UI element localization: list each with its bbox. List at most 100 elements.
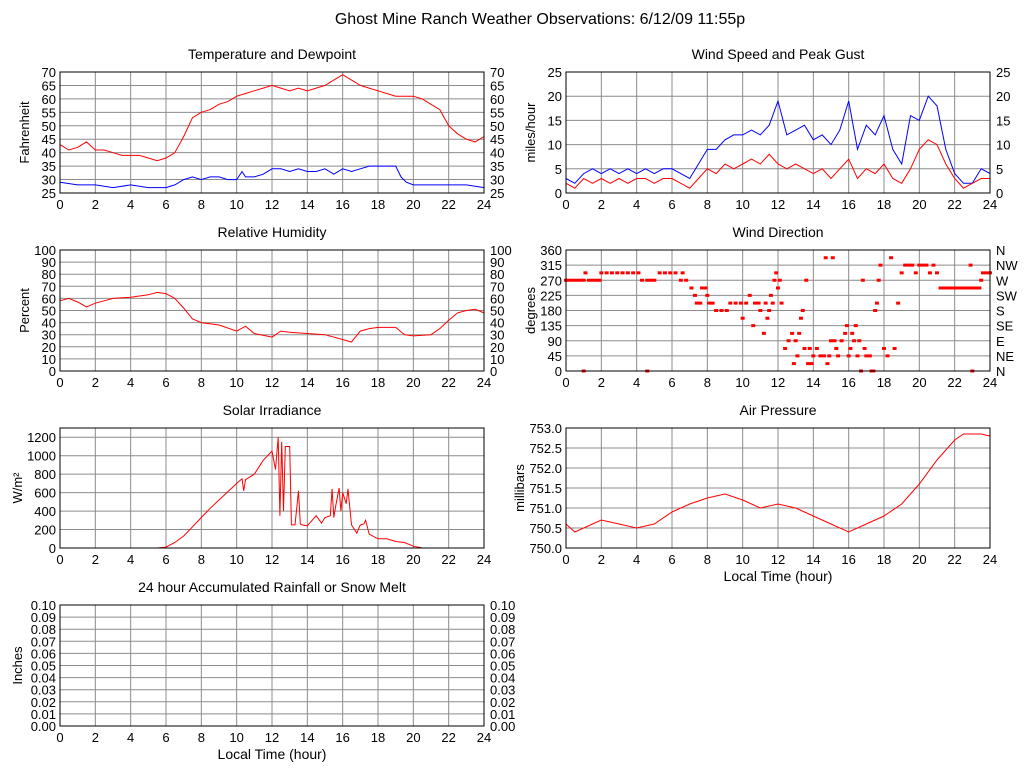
x-tick-label: 0 xyxy=(562,552,569,567)
y-axis-label: Inches xyxy=(10,646,25,685)
x-tick-label: 18 xyxy=(371,375,385,390)
wind-direction-point xyxy=(615,271,620,275)
x-tick-label: 22 xyxy=(441,375,455,390)
x-tick-label: 22 xyxy=(441,552,455,567)
right-tick-label: 90 xyxy=(490,255,504,270)
wind-direction-point xyxy=(765,316,770,320)
x-tick-label: 4 xyxy=(633,197,640,212)
right-tick-label: 70 xyxy=(490,65,504,80)
x-tick-label: 20 xyxy=(912,197,926,212)
x-tick-label: 14 xyxy=(300,730,314,745)
y-tick-label: 15 xyxy=(548,113,562,128)
plot-frame xyxy=(59,249,485,372)
y-axis-label: Percent xyxy=(17,288,32,333)
right-tick-label: 0.02 xyxy=(490,695,515,710)
plot-frame xyxy=(59,427,485,549)
y-tick-label: 20 xyxy=(42,340,56,355)
x-tick-label: 12 xyxy=(265,730,279,745)
right-tick-label: 60 xyxy=(490,92,504,107)
wind-direction-point xyxy=(876,278,881,282)
y-tick-label: 180 xyxy=(540,304,562,319)
y-tick-label: 40 xyxy=(42,316,56,331)
x-axis-label: Local Time (hour) xyxy=(218,746,327,762)
y-tick-label: 65 xyxy=(42,78,56,93)
y-tick-label: 0.04 xyxy=(31,671,56,686)
series-line-1 xyxy=(565,139,990,189)
wind-direction-point xyxy=(903,263,908,267)
wind-direction-point xyxy=(797,331,802,335)
x-tick-label: 4 xyxy=(127,552,134,567)
y-tick-label: 55 xyxy=(42,105,56,120)
wind-direction-point xyxy=(668,271,673,275)
series-line-1 xyxy=(59,165,485,189)
y-tick-label: 0.09 xyxy=(31,610,56,625)
wind-direction-point xyxy=(694,301,699,305)
y-tick-label: 80 xyxy=(42,267,56,282)
wind-direction-point xyxy=(594,278,599,282)
right-tick-label: N xyxy=(996,364,1005,379)
series-line-0 xyxy=(59,291,485,343)
wind-direction-point xyxy=(873,309,878,312)
x-tick-label: 10 xyxy=(735,552,749,567)
x-tick-label: 22 xyxy=(947,552,961,567)
y-tick-label: 200 xyxy=(34,523,56,538)
y-tick-label: 225 xyxy=(540,288,562,303)
wind-direction-point xyxy=(882,346,886,350)
x-tick-label: 0 xyxy=(562,197,569,212)
wind-direction-point xyxy=(892,346,897,350)
y-tick-label: 270 xyxy=(540,273,562,288)
x-tick-label: 0 xyxy=(56,730,63,745)
right-tick-label: 0.05 xyxy=(490,659,515,674)
wind-direction-point xyxy=(776,286,780,290)
x-tick-label: 16 xyxy=(841,197,855,212)
x-tick-label: 4 xyxy=(127,730,134,745)
right-tick-label: E xyxy=(996,334,1005,349)
wind-direction-point xyxy=(938,286,943,290)
y-tick-label: 50 xyxy=(42,304,56,319)
wind-direction-point xyxy=(823,256,828,260)
y-tick-label: 600 xyxy=(34,486,56,501)
wind-direction-point xyxy=(920,263,925,267)
x-tick-label: 20 xyxy=(406,730,420,745)
wind-direction-point xyxy=(678,278,683,282)
y-tick-label: 315 xyxy=(540,258,562,273)
y-tick-label: 60 xyxy=(42,291,56,306)
wind-direction-point xyxy=(639,278,644,282)
right-tick-label: 45 xyxy=(490,132,504,147)
y-tick-label: 0.08 xyxy=(31,622,56,637)
right-tick-label: 40 xyxy=(490,146,504,161)
wind-direction-point xyxy=(829,339,833,343)
right-tick-label: 20 xyxy=(490,340,504,355)
wind-direction-point xyxy=(609,271,614,275)
y-tick-label: 90 xyxy=(548,334,562,349)
chart-title: Air Pressure xyxy=(739,402,816,418)
y-axis-label: millibars xyxy=(512,464,527,512)
wind-direction-point xyxy=(807,346,812,350)
x-tick-label: 16 xyxy=(335,197,349,212)
y-axis-label: W/m² xyxy=(10,472,25,504)
right-tick-label: 65 xyxy=(490,78,504,93)
right-tick-label: 30 xyxy=(490,173,504,188)
wind-direction-point xyxy=(839,339,844,343)
y-tick-label: 751.5 xyxy=(529,481,562,496)
x-tick-label: 6 xyxy=(162,375,169,390)
wind-direction-point xyxy=(878,263,883,267)
x-tick-label: 6 xyxy=(668,375,675,390)
right-tick-label: 0.09 xyxy=(490,610,515,625)
wind-direction-point xyxy=(804,278,809,282)
x-tick-label: 22 xyxy=(441,730,455,745)
x-tick-label: 4 xyxy=(127,375,134,390)
wind-direction-point xyxy=(973,286,978,290)
right-tick-label: N xyxy=(996,243,1005,258)
wind-direction-point xyxy=(798,316,803,320)
wind-direction-point xyxy=(636,271,641,275)
chart-title: Wind Direction xyxy=(732,224,823,240)
x-tick-label: 22 xyxy=(441,197,455,212)
wind-direction-point xyxy=(719,309,724,312)
wind-direction-point xyxy=(885,354,890,358)
x-tick-label: 2 xyxy=(598,197,605,212)
wind-direction-point xyxy=(802,346,807,350)
y-tick-label: 0.06 xyxy=(31,646,56,661)
